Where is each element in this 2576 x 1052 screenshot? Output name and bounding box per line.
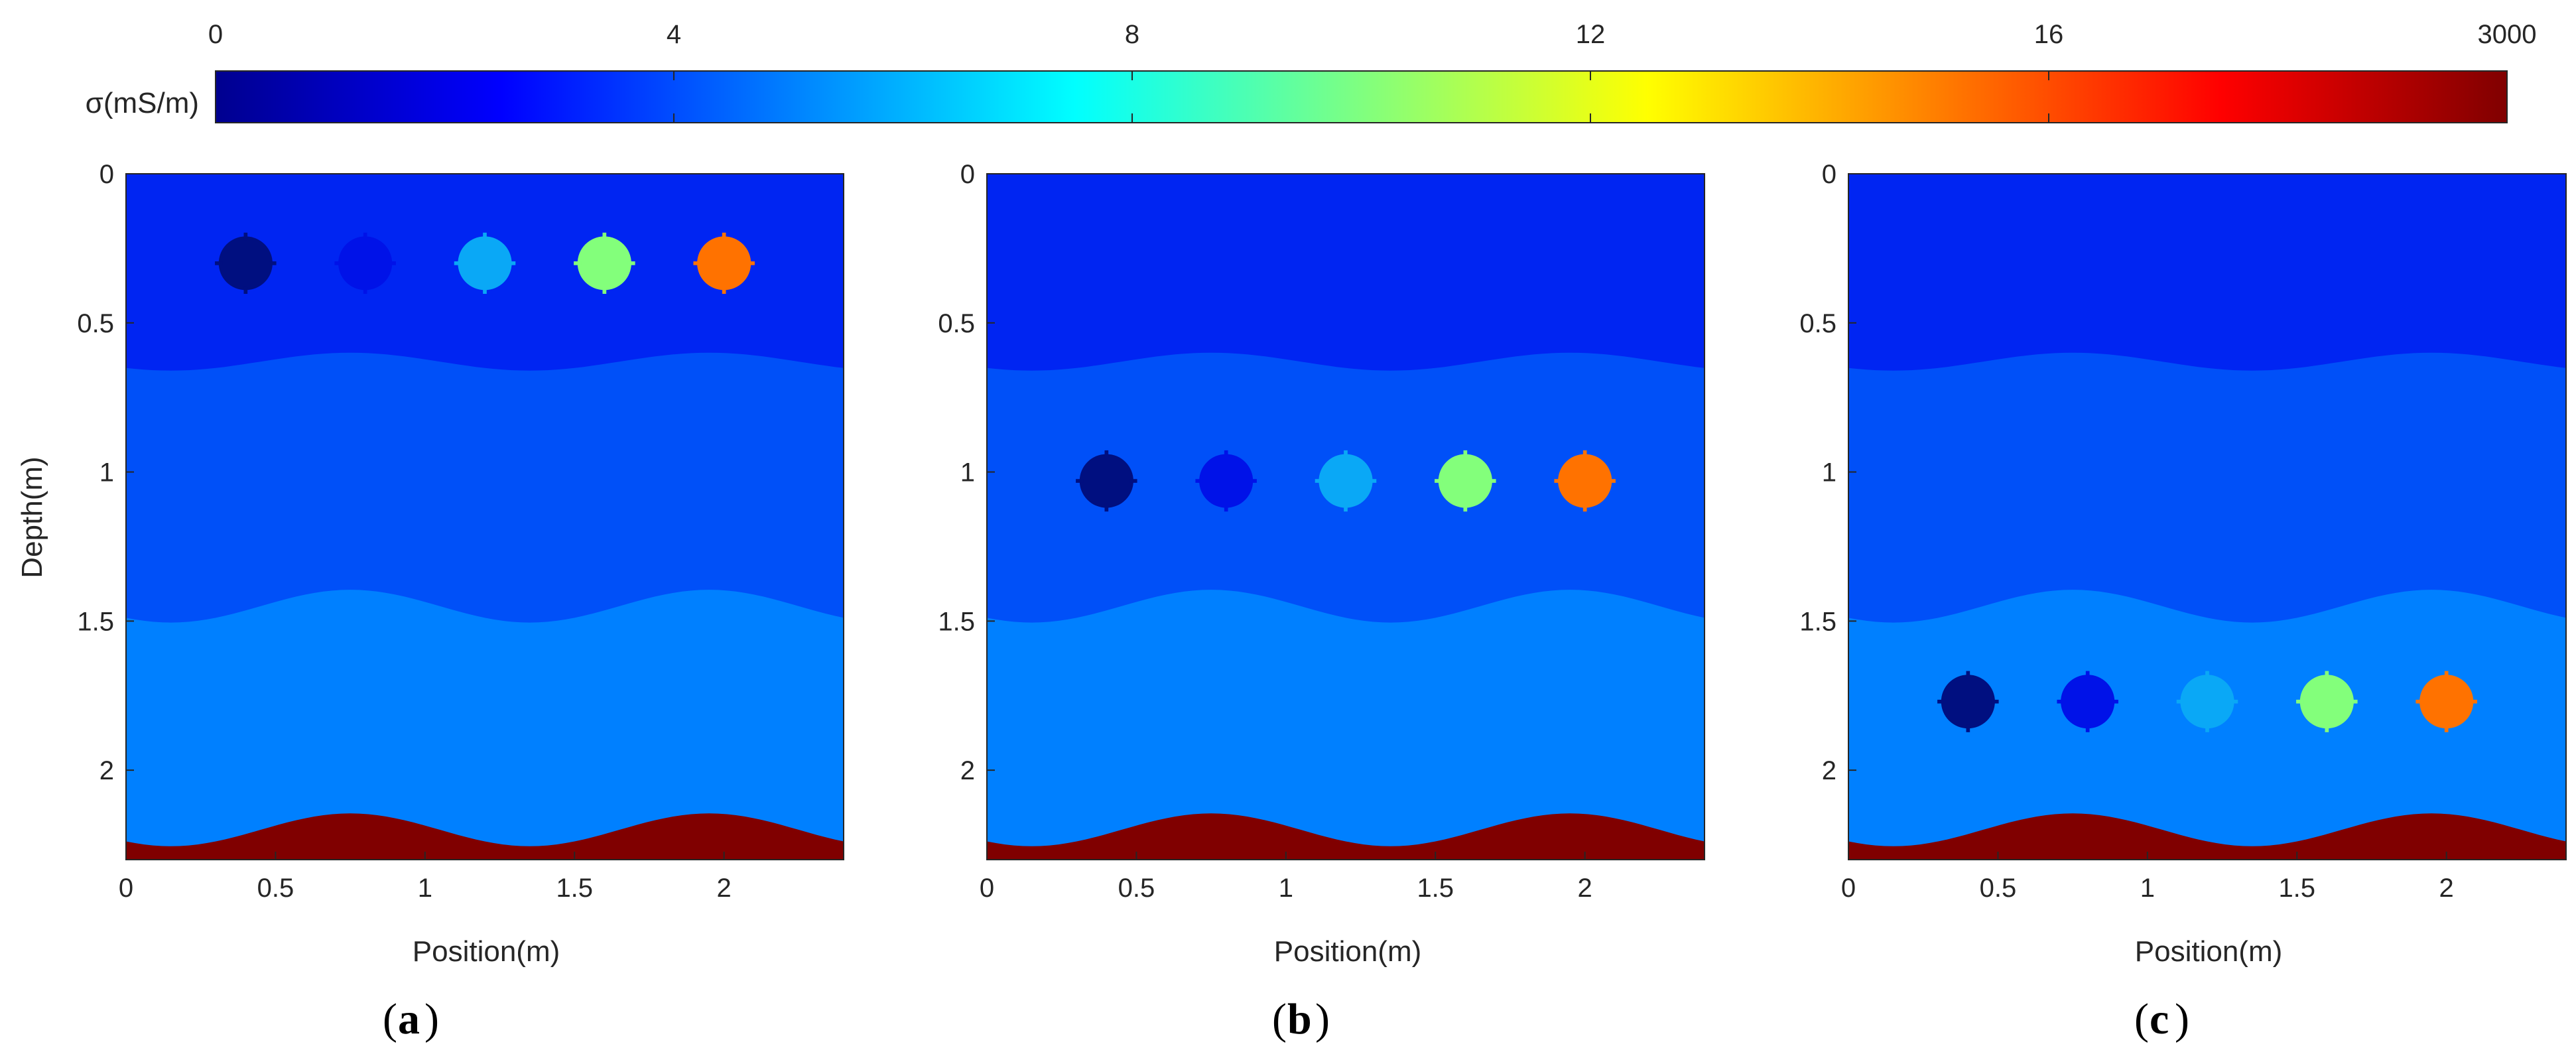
panel-b-caption-open: ( (1272, 995, 1287, 1043)
panel-b-xtick-label: 2 (1578, 874, 1592, 903)
panel-a-xtick-label: 2 (717, 874, 732, 903)
panel-a-target-3 (454, 232, 516, 294)
panel-a-ytick-label: 2 (99, 756, 114, 785)
panel-c-xtick-label: 0 (1841, 874, 1856, 903)
panel-b-xtick-label: 1.5 (1417, 874, 1454, 903)
panel-b-xtick-label: 0 (980, 874, 994, 903)
panel-c-ytick-label: 2 (1822, 756, 1836, 785)
panel-a-target-4 (574, 232, 635, 294)
panel-c-target-5 (2415, 671, 2477, 732)
panel-b-target-5 (1554, 450, 1616, 512)
panel-b-ytick-label: 2 (960, 756, 975, 785)
panel-b-xtick-label: 1 (1279, 874, 1293, 903)
panel-c-xtick-label: 0.5 (1980, 874, 2017, 903)
panel-b-caption-close: ) (1315, 995, 1330, 1043)
panel-b-ytick-label: 0 (960, 160, 975, 189)
colorbar-tick-label: 3000 (2478, 20, 2537, 49)
panel-a-ytick-label: 0.5 (77, 309, 114, 338)
panel-c-caption-open: ( (2134, 995, 2149, 1043)
panel-b-ytick-label: 0.5 (938, 309, 975, 338)
panel-a-xtick-label: 0.5 (257, 874, 294, 903)
panel-a-xtick-label: 1.5 (556, 874, 593, 903)
panel-a-ylabel: Depth(m) (16, 456, 48, 578)
panel-c-ytick-label: 1.5 (1799, 607, 1836, 636)
panel-c-xlabel: Position(m) (2135, 935, 2283, 968)
panel-b-target-2 (1195, 450, 1257, 512)
layer1-layer (1848, 174, 2566, 371)
panel-c-caption-letter: c (2150, 995, 2169, 1043)
panel-c-frame (1848, 173, 2567, 860)
panel-a-xtick-label: 0 (119, 874, 133, 903)
colorbar-tick-label: 4 (667, 20, 681, 49)
panel-a-xlabel: Position(m) (413, 935, 560, 968)
panel-b-xlabel: Position(m) (1274, 935, 1422, 968)
panel-c-xtick-label: 1.5 (2278, 874, 2315, 903)
panel-c-ytick-label: 0 (1822, 160, 1836, 189)
panel-a-caption-open: ( (383, 995, 397, 1043)
panel-a-caption-letter: a (398, 995, 420, 1043)
panel-b-caption-letter: b (1287, 995, 1312, 1043)
panel-a-target-1 (215, 232, 277, 294)
panel-b-target-4 (1435, 450, 1496, 512)
colorbar-gradient (215, 70, 2508, 123)
panel-b-xtick-label: 0.5 (1118, 874, 1155, 903)
colorbar-tick-label: 8 (1125, 20, 1139, 49)
colorbar: σ(mS/m) 0 4 8 12 16 3000 (86, 20, 2537, 123)
panel-b-frame (986, 173, 1705, 860)
panel-b-target-1 (1076, 450, 1137, 512)
panel-c-xtick-label: 2 (2439, 874, 2454, 903)
panel-c: 0 0.5 1 1.5 2 0 0.5 1 1.5 2 Position(m) ( c ) (1799, 160, 2567, 1043)
colorbar-tick-label: 0 (208, 20, 223, 49)
panel-a-plot-area (126, 174, 844, 860)
panel-a-target-2 (334, 232, 396, 294)
panel-b: 0 0.5 1 1.5 2 0 0.5 1 1.5 2 Position(m) ( b ) (938, 160, 1705, 1043)
panel-c-target-3 (2176, 671, 2238, 732)
panel-a-ytick-label: 1.5 (77, 607, 114, 636)
colorbar-tick-label: 12 (1576, 20, 1606, 49)
panel-c-ytick-label: 1 (1822, 458, 1836, 488)
panel-a-caption-close: ) (424, 995, 439, 1043)
panel-a: 0 0.5 1 1.5 200.511.52 Depth(m) Position(m) … (16, 160, 844, 1043)
panel-c-target-4 (2296, 671, 2358, 732)
panel-c-target-2 (2057, 671, 2118, 732)
colorbar-label: σ(mS/m) (86, 87, 199, 119)
colorbar-tick-label: 16 (2034, 20, 2064, 49)
panel-b-plot-area (987, 174, 1705, 860)
panel-a-frame (125, 173, 844, 860)
panel-b-ytick-label: 1.5 (938, 607, 975, 636)
panel-c-plot-area (1848, 174, 2566, 860)
layer1-layer (987, 174, 1705, 371)
panel-c-caption-close: ) (2175, 995, 2189, 1043)
panel-a-target-5 (693, 232, 755, 294)
panel-a-xtick-label: 1 (418, 874, 432, 903)
panel-a-ytick-label: 0 (99, 160, 114, 189)
panel-c-xtick-label: 1 (2140, 874, 2155, 903)
panel-a-ytick-label: 1 (99, 458, 114, 488)
panel-b-target-3 (1315, 450, 1377, 512)
panel-b-ytick-label: 1 (960, 458, 975, 488)
panel-c-ytick-label: 0.5 (1799, 309, 1836, 338)
panel-c-target-1 (1937, 671, 1999, 732)
